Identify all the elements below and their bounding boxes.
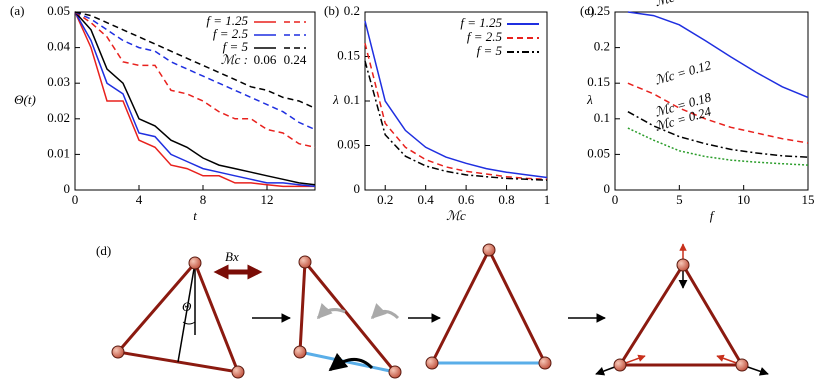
legend-label: f = 1.25 xyxy=(206,13,248,28)
data-line xyxy=(74,11,316,149)
y-axis-label: λ xyxy=(332,92,339,107)
x-tick-label: 12 xyxy=(261,192,274,207)
legend-label: f = 5 xyxy=(223,39,249,54)
y-tick-label: 0.25 xyxy=(587,3,610,18)
data-line xyxy=(627,11,809,99)
data-line xyxy=(627,111,809,158)
node xyxy=(482,243,496,257)
node xyxy=(231,365,245,379)
legend-label: f = 2.5 xyxy=(467,29,503,44)
triangle xyxy=(115,260,241,374)
y-tick-label: 0.05 xyxy=(47,3,70,18)
data-line xyxy=(364,20,548,179)
rotation-arrow xyxy=(316,302,346,320)
x-tick-label: 1 xyxy=(544,192,551,207)
x-axis-label: t xyxy=(193,208,197,223)
panel-label: (a) xyxy=(10,3,24,18)
x-tick-label: 8 xyxy=(200,192,207,207)
y-tick-label: 0.2 xyxy=(344,3,360,18)
node xyxy=(111,345,125,359)
angle-arc xyxy=(182,321,196,325)
y-tick-label: 0.05 xyxy=(337,136,360,151)
data-line xyxy=(74,11,316,109)
y-tick-label: 0.04 xyxy=(47,39,70,54)
angle-label: Θ xyxy=(182,299,192,314)
node xyxy=(425,356,439,370)
y-tick-label: 0.01 xyxy=(47,145,70,160)
data-line xyxy=(74,11,315,188)
panel-label: (d) xyxy=(96,243,111,258)
node xyxy=(538,356,552,370)
data-line xyxy=(627,127,809,166)
data-line xyxy=(74,11,316,186)
y-tick-label: 0.2 xyxy=(594,39,610,54)
x-tick-label: 15 xyxy=(802,192,814,207)
y-tick-label: 0.02 xyxy=(47,110,70,125)
y-tick-label: 0.15 xyxy=(337,47,360,62)
data-line xyxy=(74,11,316,188)
diagram: (d) Θ Bx xyxy=(96,243,769,379)
plot-frame xyxy=(74,11,316,191)
y-tick-label: 0 xyxy=(64,181,71,196)
legend-title: ℳc : xyxy=(221,52,248,67)
x-tick-label: 0.2 xyxy=(377,192,393,207)
data-line xyxy=(364,43,548,181)
y-tick-label: 0.1 xyxy=(594,110,610,125)
legend-label: 0.24 xyxy=(284,52,307,67)
node xyxy=(676,258,690,272)
y-tick-label: 0.05 xyxy=(587,145,610,160)
node xyxy=(735,358,749,372)
y-tick-label: 0.15 xyxy=(587,74,610,89)
x-axis-label: f xyxy=(710,208,716,223)
line-label: ℳc = 0.06 xyxy=(653,0,713,9)
legend-label: f = 1.25 xyxy=(460,15,502,30)
field-label: Bx xyxy=(225,249,239,264)
y-tick-label: 0 xyxy=(604,181,611,196)
y-tick-label: 0.1 xyxy=(344,92,360,107)
triangle xyxy=(430,246,547,364)
x-tick-label: 0.6 xyxy=(458,192,475,207)
node xyxy=(293,345,307,359)
data-line xyxy=(364,60,548,181)
panel-label: (b) xyxy=(324,3,339,18)
bisector xyxy=(177,262,196,363)
data-line xyxy=(74,11,316,131)
y-axis-label: Θ(t) xyxy=(14,92,36,107)
y-axis-label: λ xyxy=(586,92,593,107)
plot-frame xyxy=(614,11,809,191)
node xyxy=(298,255,312,269)
x-tick-label: 10 xyxy=(737,192,750,207)
node xyxy=(613,358,627,372)
node xyxy=(188,256,202,270)
x-axis-label: ℳc xyxy=(446,208,466,223)
x-tick-label: 4 xyxy=(136,192,143,207)
legend-label: f = 2.5 xyxy=(213,26,249,41)
triangle xyxy=(617,262,745,367)
legend-label: f = 5 xyxy=(477,43,503,58)
x-tick-label: 5 xyxy=(676,192,683,207)
y-tick-label: 0.03 xyxy=(47,74,70,89)
rotation-arrow xyxy=(328,352,374,372)
x-tick-label: 0.4 xyxy=(418,192,435,207)
rotation-arrow xyxy=(370,303,400,320)
x-tick-label: 0.8 xyxy=(498,192,514,207)
x-tick-label: 0 xyxy=(72,192,79,207)
line-label: ℳc = 0.12 xyxy=(653,57,713,87)
data-line xyxy=(627,82,809,144)
legend-label: 0.06 xyxy=(254,52,277,67)
node xyxy=(388,365,402,379)
y-tick-label: 0 xyxy=(354,181,361,196)
x-tick-label: 0 xyxy=(612,192,619,207)
panel-label: (c) xyxy=(580,3,594,18)
